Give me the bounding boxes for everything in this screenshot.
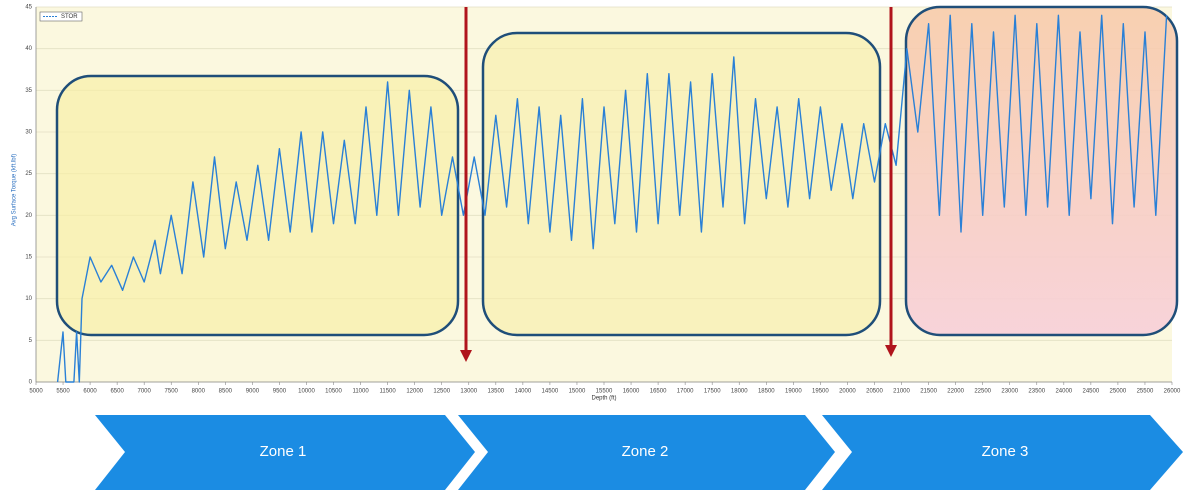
x-tick-label: 9500 xyxy=(273,389,287,395)
y-axis-label: Avg Surface Torque (kft.lbf) xyxy=(12,154,18,226)
zone-label: Zone 3 xyxy=(982,443,1029,460)
y-tick-label: 15 xyxy=(25,255,32,261)
zone-1-box xyxy=(55,74,460,337)
x-tick-label: 22000 xyxy=(947,389,964,395)
y-tick-label: 40 xyxy=(25,46,32,52)
x-tick-label: 20500 xyxy=(866,389,883,395)
x-tick-label: 6500 xyxy=(110,389,124,395)
x-tick-label: 18500 xyxy=(758,389,775,395)
x-tick-label: 17500 xyxy=(704,389,721,395)
x-tick-label: 18000 xyxy=(731,389,748,395)
y-tick-label: 10 xyxy=(25,296,32,302)
legend-label: STOR xyxy=(61,14,78,20)
y-tick-label: 0 xyxy=(29,380,33,386)
x-tick-label: 23500 xyxy=(1028,389,1045,395)
x-tick-label: 7000 xyxy=(138,389,152,395)
y-tick-label: 35 xyxy=(25,88,32,94)
zone-2-box xyxy=(481,31,882,337)
x-tick-label: 25500 xyxy=(1137,389,1154,395)
zone-chevron xyxy=(822,415,1183,490)
zone-label: Zone 1 xyxy=(260,443,307,460)
x-tick-label: 14000 xyxy=(515,389,532,395)
x-tick-label: 12000 xyxy=(406,389,423,395)
x-tick-label: 14500 xyxy=(542,389,559,395)
x-axis-label: Depth (ft) xyxy=(591,396,616,402)
x-tick-label: 10500 xyxy=(325,389,342,395)
arrow-head xyxy=(460,350,472,362)
x-tick-label: 19000 xyxy=(785,389,802,395)
x-tick-label: 8500 xyxy=(219,389,233,395)
x-tick-label: 6000 xyxy=(83,389,97,395)
x-tick-label: 7500 xyxy=(165,389,179,395)
x-tick-label: 17000 xyxy=(677,389,694,395)
legend-box xyxy=(39,11,83,22)
y-tick-label: 30 xyxy=(25,130,32,136)
x-tick-label: 13000 xyxy=(460,389,477,395)
x-tick-label: 9000 xyxy=(246,389,260,395)
zone-3-box xyxy=(904,5,1179,337)
x-tick-label: 19500 xyxy=(812,389,829,395)
x-tick-label: 10000 xyxy=(298,389,315,395)
x-tick-label: 5500 xyxy=(56,389,70,395)
x-tick-label: 12500 xyxy=(433,389,450,395)
legend: STOR xyxy=(39,11,83,22)
x-tick-label: 15500 xyxy=(596,389,613,395)
x-tick-label: 20000 xyxy=(839,389,856,395)
zone-label: Zone 2 xyxy=(622,443,669,460)
zone-chevron xyxy=(95,415,475,490)
x-tick-label: 11000 xyxy=(352,389,369,395)
x-tick-label: 16000 xyxy=(623,389,640,395)
x-tick-label: 23000 xyxy=(1001,389,1018,395)
x-tick-label: 25000 xyxy=(1110,389,1127,395)
x-tick-label: 22500 xyxy=(974,389,991,395)
y-tick-label: 5 xyxy=(29,338,33,344)
x-tick-label: 15000 xyxy=(569,389,586,395)
data-line xyxy=(56,14,1168,383)
x-tick-label: 13500 xyxy=(487,389,504,395)
arrow-head xyxy=(885,345,897,357)
x-tick-label: 5000 xyxy=(29,389,43,395)
y-tick-label: 25 xyxy=(25,171,32,177)
zone-chevron xyxy=(458,415,835,490)
x-tick-label: 16500 xyxy=(650,389,667,395)
x-tick-label: 21500 xyxy=(920,389,937,395)
y-tick-label: 45 xyxy=(25,5,32,11)
y-tick-label: 20 xyxy=(25,213,32,219)
x-tick-label: 11500 xyxy=(379,389,396,395)
x-tick-label: 24000 xyxy=(1055,389,1072,395)
x-tick-label: 24500 xyxy=(1083,389,1100,395)
x-tick-label: 26000 xyxy=(1164,389,1181,395)
x-tick-label: 21000 xyxy=(893,389,910,395)
x-tick-label: 8000 xyxy=(192,389,206,395)
